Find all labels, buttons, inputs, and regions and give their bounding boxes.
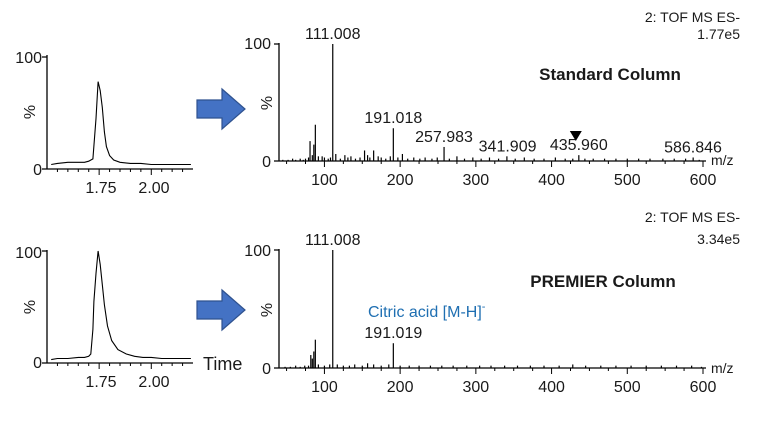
ms1-peak-labels: 111.008 191.018 257.983 341.909 435.960 586.8… (305, 26, 722, 156)
ms2-instrument: 2: TOF MS ES- (645, 209, 741, 225)
ms1-xticks: 100 200 300 400 500 600 (286, 161, 717, 189)
ms1-xlabel: m/z (711, 152, 734, 168)
ms2-intensity: 3.34e5 (697, 231, 740, 247)
ms2-xtick-label: 200 (387, 379, 414, 396)
ms2-xtick-label: 500 (614, 379, 641, 396)
chrom1-ytick-100: 100 (15, 50, 42, 67)
triangle-down-icon (569, 131, 582, 141)
chrom1-axes (42, 55, 193, 170)
ms1-peak-label: 586.846 (664, 139, 722, 156)
ms2-ylabel: % (259, 303, 276, 317)
ms2-peak-labels: 111.008 191.019 (305, 232, 422, 342)
ms1-xtick-label: 400 (538, 172, 565, 189)
chrom2-xticks (56, 363, 184, 369)
chrom2-axes (42, 250, 193, 364)
ms1-intensity: 1.77e5 (697, 26, 740, 42)
ms1-peak-label: 257.983 (415, 129, 473, 146)
ms2-xtick-label: 600 (690, 379, 717, 396)
ms2-xlabel: m/z (711, 360, 734, 376)
chrom2-xtick-label-2.00: 2.00 (138, 374, 169, 391)
chrom1-ytick-0: 0 (33, 162, 42, 179)
ms2-peak-label: 191.019 (364, 325, 422, 342)
right-arrow-icon (196, 87, 246, 131)
ms2-xticks: 100 200 300 400 500 600 (286, 368, 717, 396)
ms1-xtick-label: 500 (614, 172, 641, 189)
chrom2-xtick-label-1.75: 1.75 (85, 374, 116, 391)
ms1-xtick-label: 200 (387, 172, 414, 189)
ms1-peaks (282, 44, 700, 161)
ms1-ytick-100: 100 (244, 36, 271, 53)
ms2-xtick-label: 400 (538, 379, 565, 396)
chrom1-ylabel: % (22, 105, 39, 119)
ms1-xtick-label: 300 (463, 172, 490, 189)
chrom2-ytick-0: 0 (33, 355, 42, 372)
ms1-axes (274, 43, 706, 162)
chrom1-trace (51, 81, 191, 166)
chrom1-xticks (56, 169, 184, 175)
ms1-title: Standard Column (539, 65, 681, 84)
time-label: Time (203, 354, 242, 374)
right-arrow-icon (196, 288, 246, 332)
ms1-peak-label: 111.008 (305, 26, 361, 43)
citric-acid-annotation: Citric acid [M-H]- (368, 301, 486, 321)
chromatogram-premier: 100 0 % 1.75 2.00 Time (15, 245, 242, 391)
citric-acid-charge: - (482, 301, 486, 313)
ms-premier: 2: TOF MS ES- 3.34e5 100 0 % 100 200 300 40… (244, 209, 740, 396)
ms-standard: 2: TOF MS ES- 1.77e5 100 0 % 100 200 300 40… (244, 9, 740, 189)
ms2-ytick-100: 100 (244, 243, 271, 260)
chromatogram-standard: 100 0 % 1.75 2.00 (15, 50, 193, 197)
chrom1-xtick-label-1.75: 1.75 (85, 180, 116, 197)
ms1-xtick-label: 600 (690, 172, 717, 189)
ms2-title: PREMIER Column (530, 272, 675, 291)
ms2-peaks (284, 250, 703, 368)
chrom2-ylabel: % (22, 300, 39, 314)
chrom2-trace (51, 250, 191, 361)
chrom1-xtick-label-2.00: 2.00 (138, 180, 169, 197)
ms1-xtick-label: 100 (311, 172, 338, 189)
ms1-peak-label: 341.909 (479, 138, 537, 155)
ms1-ylabel: % (259, 96, 276, 110)
citric-acid-label: Citric acid [M-H] (368, 304, 482, 321)
ms1-instrument: 2: TOF MS ES- (645, 9, 741, 25)
chrom2-ytick-100: 100 (15, 245, 42, 262)
ms2-xtick-label: 100 (311, 379, 338, 396)
ms2-peak-label: 111.008 (305, 232, 361, 249)
ms2-ytick-0: 0 (262, 361, 271, 378)
ms1-peak-label: 435.960 (550, 137, 608, 154)
ms2-xtick-label: 300 (463, 379, 490, 396)
ms2-axes (274, 249, 706, 369)
ms1-ytick-0: 0 (262, 154, 271, 171)
ms1-peak-label: 191.018 (364, 110, 422, 127)
